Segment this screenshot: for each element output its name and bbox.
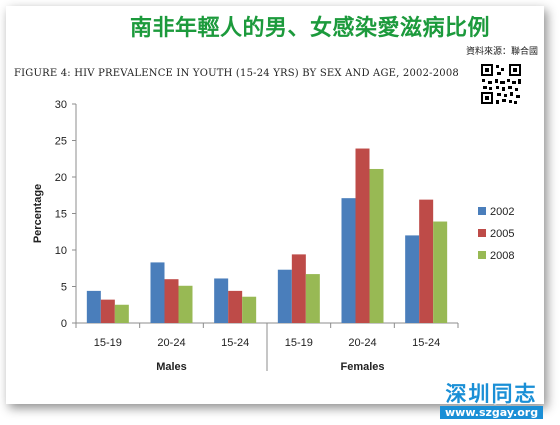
y-tick-label: 10: [55, 245, 67, 257]
chinese-title: 南非年輕人的男、女感染愛滋病比例: [130, 16, 491, 41]
bar-2005-15-24: [228, 290, 243, 323]
y-tick-label: 20: [55, 172, 67, 184]
category-label: 15-24: [221, 337, 249, 349]
legend-swatch-2002: [478, 207, 486, 215]
bar-2005-15-19: [100, 299, 115, 323]
legend-swatch-2005: [478, 229, 486, 237]
category-label: 20-24: [348, 337, 376, 349]
category-label: 15-19: [285, 337, 313, 349]
bar-2002-15-24: [405, 235, 420, 323]
bar-2008-15-24: [433, 221, 448, 323]
bar-2005-20-24: [355, 148, 370, 323]
bar-2008-20-24: [178, 285, 193, 323]
category-label: 15-24: [412, 337, 440, 349]
category-label: 15-19: [94, 337, 122, 349]
bar-2002-20-24: [150, 262, 165, 323]
legend-label: 2005: [490, 228, 514, 240]
bar-2002-15-19: [86, 290, 101, 323]
bar-2005-15-19: [291, 254, 306, 323]
watermark-url: www.szgay.org: [440, 406, 544, 419]
bar-2005-20-24: [164, 279, 179, 323]
bar-2008-15-24: [242, 296, 257, 323]
figure-card: [6, 6, 544, 404]
y-tick-label: 30: [55, 99, 67, 111]
qr-code-icon: [479, 62, 523, 106]
y-tick-label: 15: [55, 209, 67, 221]
bar-2002-20-24: [341, 198, 356, 323]
figure-title: FIGURE 4: HIV PREVALENCE IN YOUTH (15-24…: [14, 68, 459, 79]
bar-2005-15-24: [419, 199, 434, 323]
legend-label: 2002: [490, 206, 514, 218]
bar-2008-15-19: [114, 304, 129, 323]
group-label: Males: [156, 361, 187, 373]
legend-swatch-2008: [478, 251, 486, 259]
bar-2002-15-24: [214, 278, 229, 323]
bar-2008-20-24: [369, 168, 384, 323]
watermark: 深圳同志 www.szgay.org: [440, 378, 544, 419]
legend-label: 2008: [490, 250, 514, 262]
watermark-name: 深圳同志: [445, 382, 538, 406]
bar-2002-15-19: [277, 269, 292, 323]
source-note: 資料來源：聯合國: [465, 47, 538, 57]
category-label: 20-24: [157, 337, 185, 349]
y-tick-label: 5: [61, 282, 67, 294]
group-label: Females: [340, 361, 384, 373]
y-tick-label: 25: [55, 136, 67, 148]
y-axis-label: Percentage: [32, 184, 44, 243]
y-tick-label: 0: [61, 318, 67, 330]
bar-2008-15-19: [305, 274, 320, 323]
